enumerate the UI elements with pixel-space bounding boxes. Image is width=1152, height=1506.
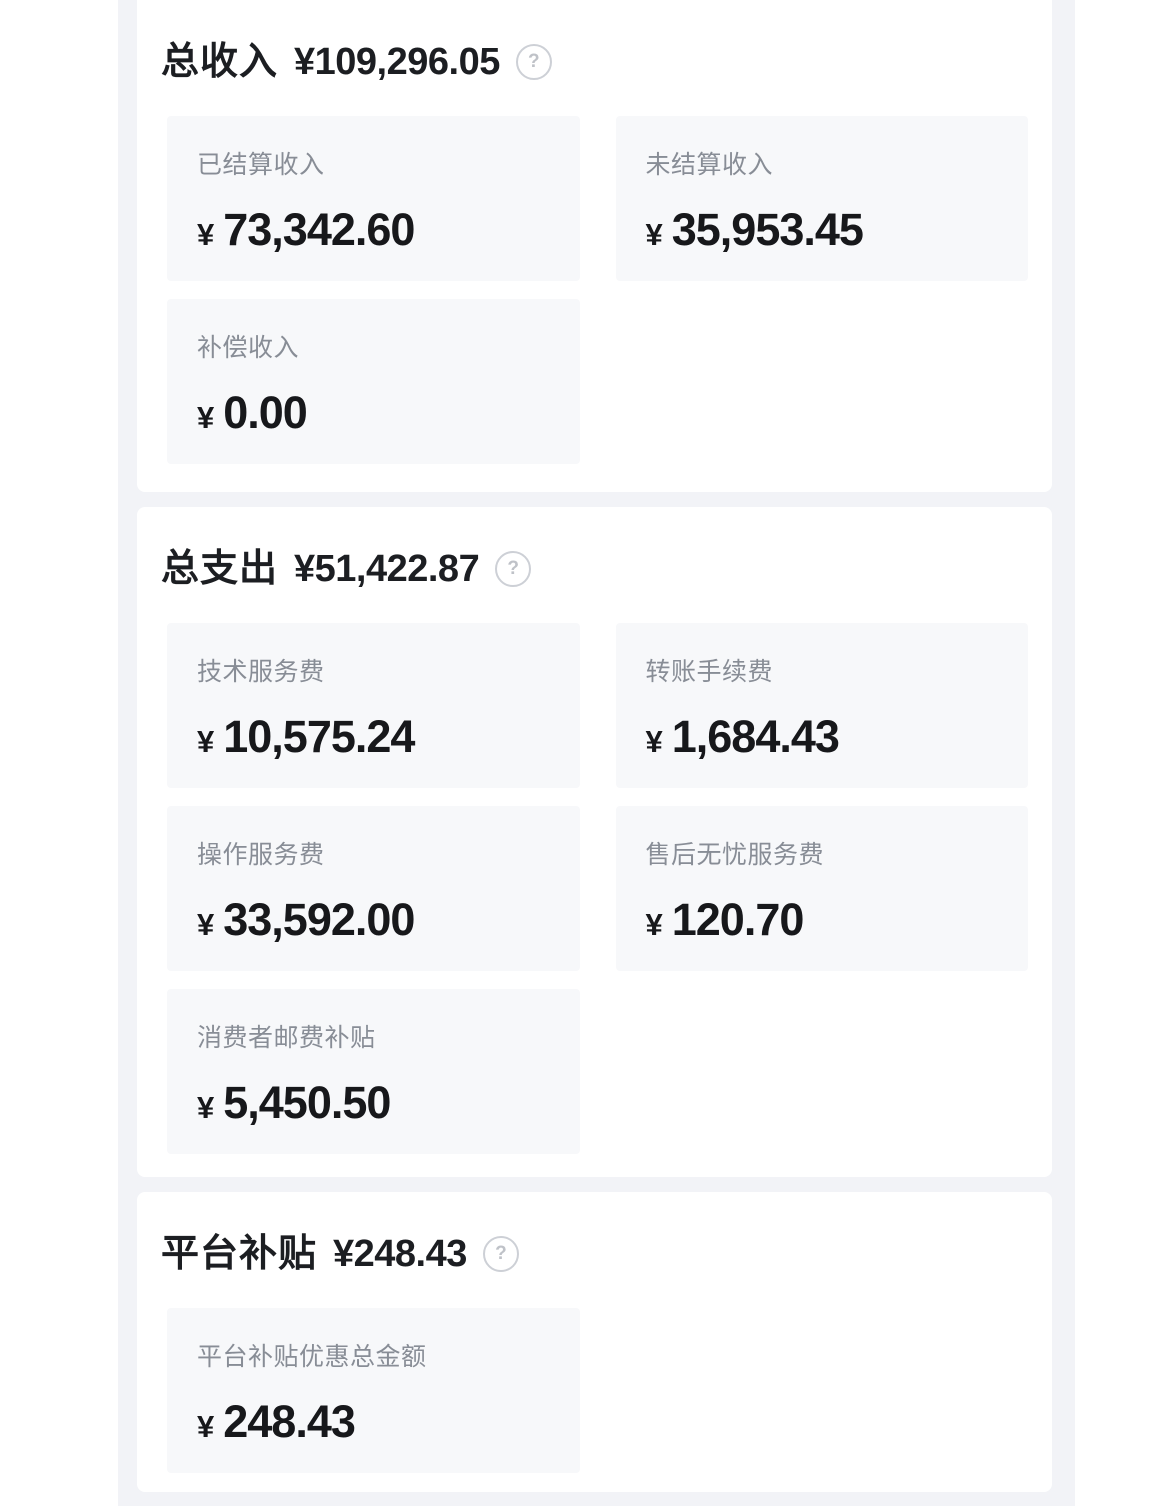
stat-value: ¥ 35,953.45 (646, 204, 999, 256)
total-income-amount: ¥109,296.05 (294, 41, 500, 83)
left-adjacent-panel (0, 0, 118, 1506)
total-expense-section: 总支出 ¥51,422.87 ? 技术服务费 ¥ 10,575.24 转账手续费… (137, 507, 1052, 1177)
currency-symbol: ¥ (645, 723, 663, 759)
stat-number: 248.43 (223, 1395, 356, 1447)
stat-label: 补偿收入 (197, 334, 300, 362)
currency-symbol: ¥ (197, 1408, 215, 1444)
stat-label: 技术服务费 (197, 658, 325, 686)
help-icon[interactable]: ? (495, 551, 532, 587)
stat-number: 10,575.24 (223, 710, 415, 762)
stat-label: 操作服务费 (197, 841, 325, 869)
platform-subsidy-section: 平台补贴 ¥248.43 ? 平台补贴优惠总金额 ¥ 248.43 (137, 1192, 1052, 1492)
help-icon[interactable]: ? (482, 1236, 519, 1272)
stat-card-operation-service-fee: 操作服务费 ¥ 33,592.00 (167, 806, 580, 971)
subsidy-cards: 平台补贴优惠总金额 ¥ 248.43 (167, 1308, 1028, 1473)
income-cards: 已结算收入 ¥ 73,342.60 未结算收入 ¥ 35,953.45 补偿收入… (167, 116, 1028, 464)
total-income-header: 总收入 ¥109,296.05 ? (161, 42, 1028, 82)
currency-symbol: ¥ (197, 399, 215, 435)
stat-number: 73,342.60 (223, 203, 415, 255)
currency-symbol: ¥ (197, 723, 215, 759)
stat-value: ¥ 10,575.24 (197, 711, 550, 763)
stat-number: 1,684.43 (671, 710, 840, 762)
currency-symbol: ¥ (645, 216, 663, 252)
stat-value: ¥ 248.43 (197, 1396, 550, 1448)
stat-label: 已结算收入 (197, 151, 325, 179)
stat-number: 5,450.50 (223, 1076, 391, 1128)
stat-value: ¥ 0.00 (197, 387, 550, 439)
currency-symbol: ¥ (645, 906, 663, 942)
stat-label: 售后无忧服务费 (645, 841, 825, 869)
stat-card-tech-service-fee: 技术服务费 ¥ 10,575.24 (167, 623, 580, 788)
total-expense-amount: ¥51,422.87 (294, 548, 480, 590)
platform-subsidy-header: 平台补贴 ¥248.43 ? (161, 1234, 1028, 1274)
expense-cards: 技术服务费 ¥ 10,575.24 转账手续费 ¥ 1,684.43 操作服务费… (167, 623, 1028, 1154)
stat-number: 0.00 (223, 386, 308, 438)
stat-card-transfer-fee: 转账手续费 ¥ 1,684.43 (615, 623, 1028, 788)
stat-label: 消费者邮费补贴 (197, 1024, 376, 1052)
stat-value: ¥ 5,450.50 (197, 1077, 550, 1129)
stat-label: 平台补贴优惠总金额 (197, 1343, 427, 1371)
stat-number: 35,953.45 (671, 203, 864, 255)
right-adjacent-panel (1075, 0, 1152, 1506)
stat-label: 转账手续费 (645, 658, 774, 686)
stat-value: ¥ 33,592.00 (197, 894, 550, 946)
stat-number: 33,592.00 (223, 893, 415, 945)
platform-subsidy-title: 平台补贴 (161, 1233, 318, 1275)
currency-symbol: ¥ (197, 216, 215, 252)
total-income-section: 总收入 ¥109,296.05 ? 已结算收入 ¥ 73,342.60 未结算收… (137, 0, 1052, 492)
stat-label: 未结算收入 (645, 151, 774, 179)
stat-number: 120.70 (671, 893, 805, 945)
stat-card-platform-subsidy-total: 平台补贴优惠总金额 ¥ 248.43 (167, 1308, 580, 1473)
currency-symbol: ¥ (197, 1089, 215, 1125)
stat-card-settled-income: 已结算收入 ¥ 73,342.60 (167, 116, 580, 281)
stat-value: ¥ 1,684.43 (646, 711, 999, 763)
currency-symbol: ¥ (197, 906, 215, 942)
total-expense-header: 总支出 ¥51,422.87 ? (161, 549, 1028, 589)
stat-value: ¥ 73,342.60 (197, 204, 550, 256)
finance-dashboard: 总收入 ¥109,296.05 ? 已结算收入 ¥ 73,342.60 未结算收… (137, 0, 1052, 1492)
stat-card-aftersale-service-fee: 售后无忧服务费 ¥ 120.70 (615, 806, 1028, 971)
help-icon[interactable]: ? (515, 44, 552, 80)
platform-subsidy-amount: ¥248.43 (333, 1233, 467, 1275)
total-expense-title: 总支出 (161, 548, 279, 590)
stat-card-compensation-income: 补偿收入 ¥ 0.00 (167, 299, 580, 464)
stat-value: ¥ 120.70 (646, 894, 999, 946)
stat-card-consumer-postage-subsidy: 消费者邮费补贴 ¥ 5,450.50 (167, 989, 580, 1154)
stat-card-unsettled-income: 未结算收入 ¥ 35,953.45 (615, 116, 1028, 281)
total-income-title: 总收入 (161, 41, 279, 83)
